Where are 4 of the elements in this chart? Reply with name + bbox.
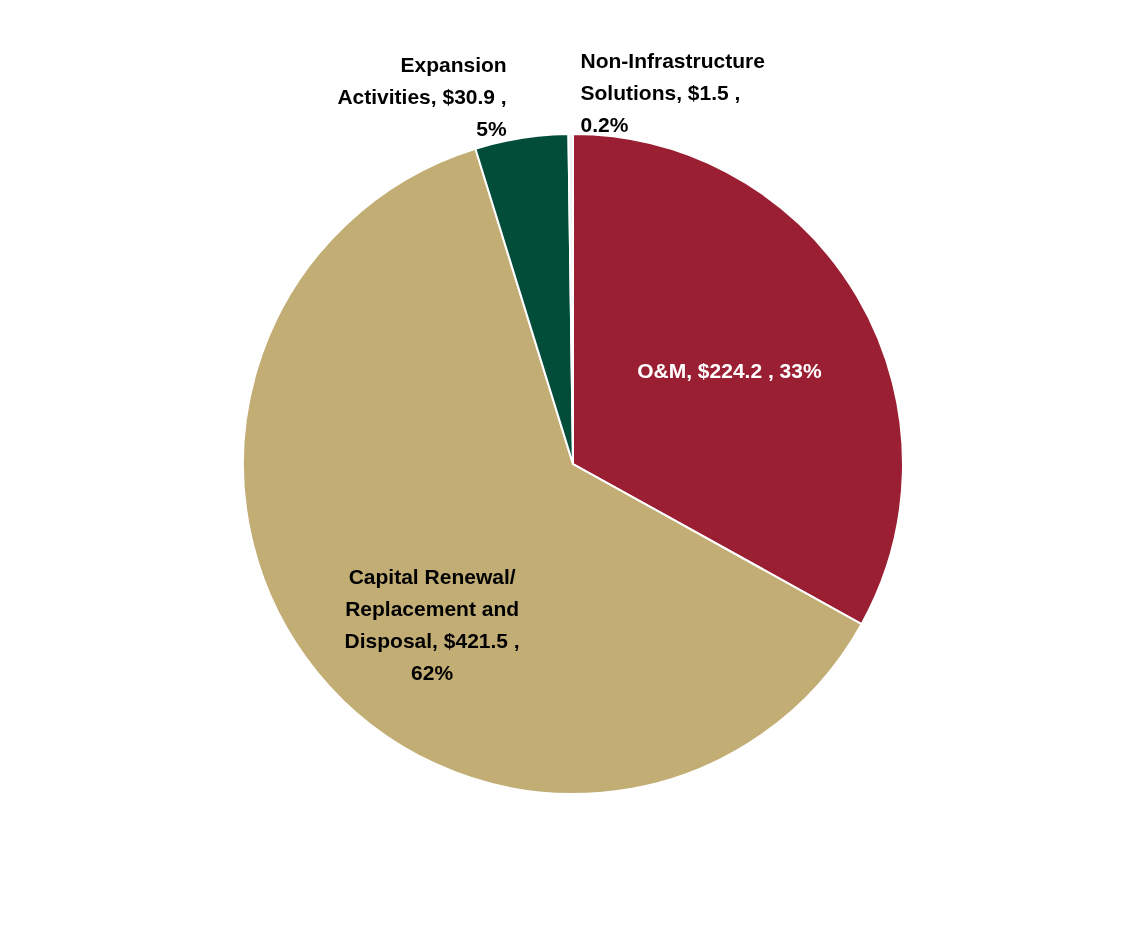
slice-label: Non-Infrastructure Solutions, $1.5 , 0.2%	[580, 49, 765, 137]
slice-label: O&M, $224.2 , 33%	[637, 358, 822, 382]
slice-label: Expansion Activities, $30.9 , 5%	[337, 53, 508, 141]
slice-label: Capital Renewal/ Replacement and Disposal, $421.5 , 62%	[344, 565, 520, 685]
